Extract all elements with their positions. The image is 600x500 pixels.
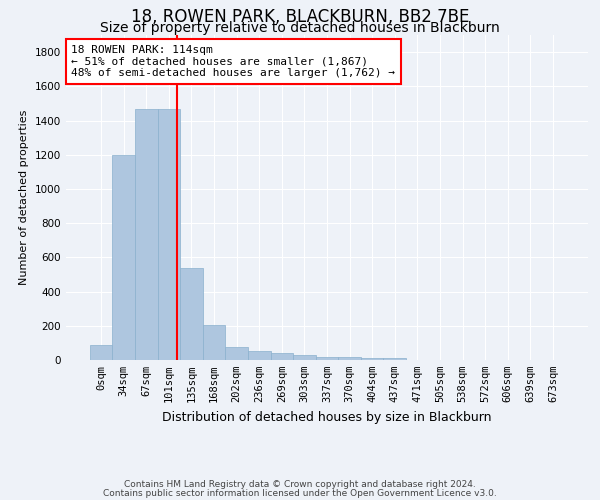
Bar [135,108,158,360]
Text: Size of property relative to detached houses in Blackburn: Size of property relative to detached ho… [100,21,500,35]
Bar [90,344,112,360]
Bar [361,358,383,360]
Bar [293,355,316,360]
Bar [226,347,248,360]
Text: 18 ROWEN PARK: 114sqm
← 51% of detached houses are smaller (1,867)
48% of semi-d: 18 ROWEN PARK: 114sqm ← 51% of detached … [71,45,395,78]
Bar [180,268,203,360]
Bar [338,358,361,360]
Bar [203,325,226,360]
X-axis label: Distribution of detached houses by size in Blackburn: Distribution of detached houses by size … [162,410,492,424]
Text: Contains HM Land Registry data © Crown copyright and database right 2024.: Contains HM Land Registry data © Crown c… [124,480,476,489]
Text: 18, ROWEN PARK, BLACKBURN, BB2 7BE: 18, ROWEN PARK, BLACKBURN, BB2 7BE [131,8,469,26]
Bar [158,110,180,360]
Text: Contains public sector information licensed under the Open Government Licence v3: Contains public sector information licen… [103,488,497,498]
Bar [248,352,271,360]
Bar [271,353,293,360]
Bar [316,356,338,360]
Bar [112,154,135,360]
Bar [383,358,406,360]
Y-axis label: Number of detached properties: Number of detached properties [19,110,29,285]
